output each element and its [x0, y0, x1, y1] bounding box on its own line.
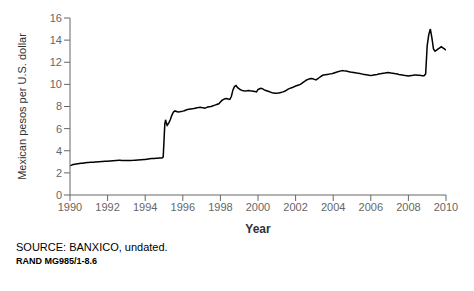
- svg-text:1994: 1994: [133, 201, 157, 213]
- svg-text:1996: 1996: [171, 201, 195, 213]
- svg-text:2002: 2002: [283, 201, 307, 213]
- svg-text:Mexican pesos per U.S. dollar: Mexican pesos per U.S. dollar: [16, 33, 28, 180]
- svg-text:2008: 2008: [396, 201, 420, 213]
- svg-text:2004: 2004: [321, 201, 345, 213]
- svg-text:4: 4: [56, 145, 62, 157]
- svg-text:14: 14: [50, 34, 62, 46]
- html-text:RAND MG985/1-8.6: RAND MG985/1-8.6: [16, 256, 97, 266]
- svg-text:6: 6: [56, 123, 62, 135]
- svg-text:1992: 1992: [95, 201, 119, 213]
- html-text:SOURCE: BANXICO, undated.: SOURCE: BANXICO, undated.: [16, 241, 168, 253]
- svg-text:0: 0: [56, 189, 62, 201]
- svg-text:2006: 2006: [359, 201, 383, 213]
- svg-text:10: 10: [50, 78, 62, 90]
- svg-text:1998: 1998: [208, 201, 232, 213]
- svg-text:8: 8: [56, 100, 62, 112]
- svg-text:Year: Year: [245, 222, 271, 236]
- svg-text:2000: 2000: [246, 201, 270, 213]
- svg-text:12: 12: [50, 56, 62, 68]
- svg-text:2: 2: [56, 167, 62, 179]
- svg-text:1990: 1990: [58, 201, 82, 213]
- svg-text:16: 16: [50, 12, 62, 24]
- svg-text:2010: 2010: [434, 201, 458, 213]
